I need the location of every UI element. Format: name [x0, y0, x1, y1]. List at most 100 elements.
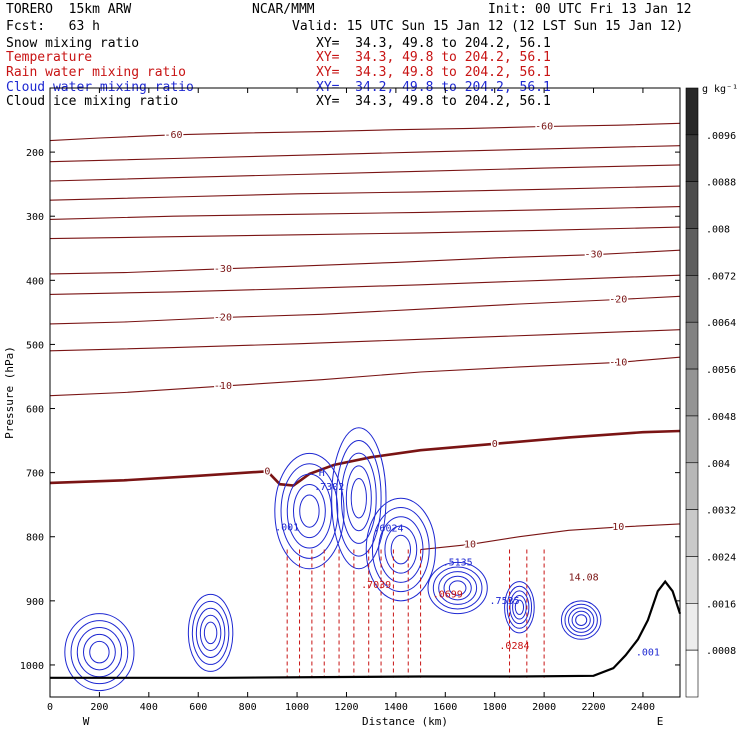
cloud-water-contour-5 [512, 594, 527, 620]
temperature-contour-label: -20 [214, 312, 232, 323]
field-cloud-ice-xy: XY= 34.3, 49.8 to 204.2, 56.1 [316, 94, 551, 109]
cloud-water-label: .7535 [490, 596, 520, 607]
y-axis-label: Pressure (hPa) [3, 346, 16, 439]
cloud-water-label: 14.08 [569, 572, 599, 583]
y-tick-label: 400 [26, 276, 44, 287]
x-tick-label: 1400 [384, 702, 408, 713]
cloud-water-contour-1 [331, 427, 387, 570]
temperature-contour-label: -60 [535, 121, 553, 132]
cloud-water-contour-1 [350, 478, 367, 519]
colorbar-segment [685, 87, 699, 136]
cloud-water-contour-3 [83, 633, 116, 671]
colorbar-segment [685, 181, 699, 229]
colorbar-unit: g kg⁻¹ [702, 84, 738, 95]
y-tick-label: 700 [26, 469, 44, 480]
colorbar-segment [685, 556, 699, 604]
cloud-water-contour-1 [340, 452, 377, 544]
x-tick-label: 800 [239, 702, 257, 713]
forecast-hour: Fcst: 63 h [6, 19, 100, 34]
temperature-contour-label: 10 [612, 522, 624, 533]
x-tick-label: 400 [140, 702, 158, 713]
temperature-contour-11 [49, 429, 681, 487]
cloud-water-contour-4 [199, 614, 222, 652]
cloud-water-label: H [319, 468, 325, 479]
x-tick-label: 1800 [483, 702, 507, 713]
cloud-water-contour-5 [506, 585, 533, 629]
colorbar-segment [685, 462, 699, 510]
rain-water-label: .0284 [499, 641, 529, 652]
temperature-contour-0 [49, 122, 681, 142]
cloud-water-contour-0 [293, 484, 326, 539]
cloud-water-contour-3 [89, 640, 110, 664]
temperature-contour-1 [49, 145, 681, 163]
cloud-water-contour-1 [345, 465, 372, 532]
terrain-profile [50, 579, 682, 679]
x-tick-label: 2000 [532, 702, 556, 713]
cloud-water-contour-5 [514, 599, 525, 615]
valid-time: Valid: 15 UTC Sun 15 Jan 12 (12 LST Sun … [292, 19, 684, 34]
x-tick-label: 0 [47, 702, 53, 713]
cloud-water-contour-7 [432, 566, 483, 610]
x-tick-label: 1000 [285, 702, 309, 713]
cloud-water-contour-6 [571, 610, 591, 630]
x-tick-label: 2400 [631, 702, 655, 713]
temperature-contour-12 [420, 523, 681, 551]
colorbar-segment [685, 321, 699, 370]
colorbar-tick-label: .0016 [706, 599, 736, 610]
temperature-contour-label: 0 [492, 439, 498, 450]
cloud-water-contour-2 [378, 516, 424, 583]
colorbar-tick-label: .0096 [706, 131, 736, 142]
temperature-contour-6 [49, 249, 681, 275]
temperature-contour-label: -10 [214, 381, 232, 392]
temperature-contour-label: -10 [609, 357, 627, 368]
cloud-water-contour-2 [371, 507, 430, 593]
y-tick-label: 500 [26, 340, 44, 351]
field-cloud-ice: Cloud ice mixing ratio [6, 94, 179, 109]
cloud-water-label: .7302 [314, 482, 344, 493]
temperature-contour-4 [49, 206, 681, 220]
rain-water-label: .0699 [433, 590, 463, 601]
init-time: Init: 00 UTC Fri 13 Jan 12 [488, 2, 692, 17]
temperature-contour-label: 0 [264, 466, 270, 477]
cloud-water-contour-4 [191, 600, 230, 665]
plot-frame [49, 87, 681, 698]
cloud-water-contour-7 [443, 575, 472, 601]
y-tick-label: 600 [26, 405, 44, 416]
cloud-water-contour-6 [568, 607, 595, 633]
y-tick-label: 900 [26, 597, 44, 608]
cloud-water-contour-3 [70, 620, 129, 685]
field-snow: Snow mixing ratio [6, 36, 140, 51]
cloud-water-contour-6 [564, 603, 598, 637]
cloud-water-contour-3 [64, 613, 135, 692]
temperature-contour-8 [49, 295, 681, 325]
field-rain: Rain water mixing ratio [6, 65, 187, 80]
colorbar-tick-label: .0064 [706, 318, 736, 329]
temperature-contour-7 [49, 274, 681, 295]
colorbar-tick-label: .008 [706, 225, 730, 236]
temperature-contour-10 [49, 356, 681, 397]
y-tick-label: 1000 [20, 661, 44, 672]
temperature-contour-label: -30 [214, 264, 232, 275]
cloud-water-contour-4 [187, 593, 234, 672]
cloud-water-contour-2 [365, 497, 436, 602]
cloud-water-contour-1 [336, 439, 382, 557]
temperature-contour-3 [49, 185, 681, 201]
colorbar-segment [685, 228, 699, 276]
colorbar-tick-label: .0032 [706, 506, 736, 517]
rain-water-label: .7039 [361, 580, 391, 591]
cloud-water-contour-0 [274, 452, 345, 570]
axes: 0 200 400 600 800 1000 1200 1400 1600 1800 2000 220… [3, 87, 681, 728]
temperature-contour-5 [49, 226, 681, 240]
cloud-water-label: .001 [636, 647, 660, 658]
colorbar-tick-label: .004 [706, 459, 730, 470]
x-axis-west-label: W [83, 715, 90, 728]
colorbar: .0096 .0088 .008 .0072 .0064 .0056 .0048 .004 .0… [685, 84, 738, 698]
cloud-water-contour-7 [448, 580, 467, 596]
colorbar-tick-label: .0056 [706, 365, 736, 376]
model-title: TORERO 15km ARW [6, 2, 132, 17]
cloud-water-contour-0 [286, 473, 333, 549]
colorbar-segment [685, 649, 699, 698]
colorbar-tick-label: .0088 [706, 178, 736, 189]
cloud-water-label: .6024 [373, 524, 403, 535]
x-tick-label: 2200 [581, 702, 605, 713]
